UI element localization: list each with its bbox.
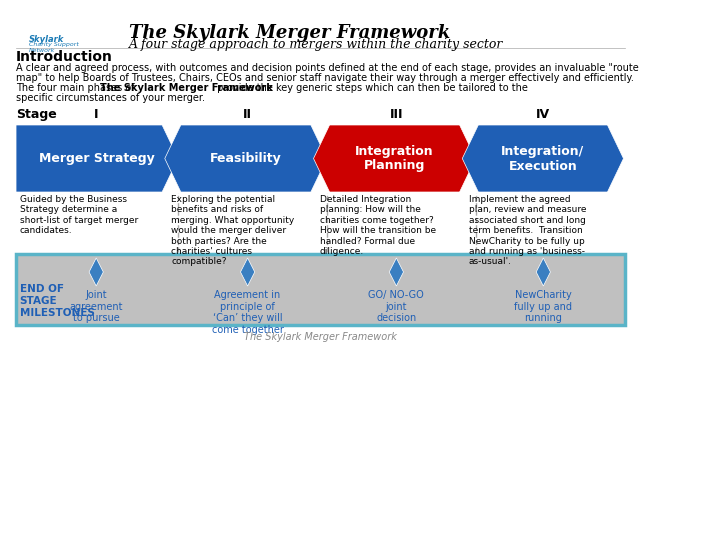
Text: The Skylark Merger Framework: The Skylark Merger Framework xyxy=(101,83,274,93)
Text: provide the key generic steps which can then be tailored to the: provide the key generic steps which can … xyxy=(214,83,528,93)
Text: Joint
agreement
to pursue: Joint agreement to pursue xyxy=(69,290,123,323)
Text: IV: IV xyxy=(536,108,550,121)
Polygon shape xyxy=(240,258,255,286)
Text: Feasibility: Feasibility xyxy=(210,152,282,165)
Text: II: II xyxy=(243,108,252,121)
Text: Stage: Stage xyxy=(16,108,57,121)
Text: Merger Strategy: Merger Strategy xyxy=(39,152,155,165)
Text: Agreement in
principle of
‘Can’ they will
come together: Agreement in principle of ‘Can’ they wil… xyxy=(212,290,284,335)
Text: A clear and agreed process, with outcomes and decision points defined at the end: A clear and agreed process, with outcome… xyxy=(16,63,639,73)
Text: A four stage approach to mergers within the charity sector: A four stage approach to mergers within … xyxy=(129,38,503,51)
Text: Guided by the Business
Strategy determine a
short-list of target merger
candidat: Guided by the Business Strategy determin… xyxy=(19,195,138,235)
Polygon shape xyxy=(390,258,403,286)
Text: NewCharity
fully up and
running: NewCharity fully up and running xyxy=(514,290,572,323)
Text: Integration
Planning: Integration Planning xyxy=(355,145,434,172)
Text: Exploring the potential
benefits and risks of
merging. What opportunity
would th: Exploring the potential benefits and ris… xyxy=(171,195,294,266)
Text: Charity Support
Network: Charity Support Network xyxy=(29,42,78,53)
Text: I: I xyxy=(94,108,99,121)
Text: map" to help Boards of Trustees, Chairs, CEOs and senior staff navigate their wa: map" to help Boards of Trustees, Chairs,… xyxy=(16,73,634,83)
Text: Implement the agreed
plan, review and measure
associated short and long
term ben: Implement the agreed plan, review and me… xyxy=(469,195,586,266)
Text: Integration/
Execution: Integration/ Execution xyxy=(501,145,585,172)
Text: END OF
STAGE
MILESTONES: END OF STAGE MILESTONES xyxy=(19,285,94,318)
Text: The Skylark Merger Framework: The Skylark Merger Framework xyxy=(244,332,397,342)
Text: III: III xyxy=(390,108,403,121)
Polygon shape xyxy=(16,125,178,192)
Polygon shape xyxy=(89,258,104,286)
Text: Detailed Integration
planning: How will the
charities come together?
How will th: Detailed Integration planning: How will … xyxy=(320,195,436,256)
Polygon shape xyxy=(536,258,551,286)
Text: Introduction: Introduction xyxy=(16,50,113,64)
Text: The Skylark Merger Framework: The Skylark Merger Framework xyxy=(129,24,451,42)
Text: Skylark: Skylark xyxy=(29,35,64,44)
Polygon shape xyxy=(313,125,476,192)
Text: specific circumstances of your merger.: specific circumstances of your merger. xyxy=(16,93,205,103)
Polygon shape xyxy=(462,125,624,192)
Text: GO/ NO-GO
joint
decision: GO/ NO-GO joint decision xyxy=(369,290,424,323)
FancyBboxPatch shape xyxy=(16,254,625,325)
Polygon shape xyxy=(165,125,327,192)
Text: The four main phases of: The four main phases of xyxy=(16,83,138,93)
